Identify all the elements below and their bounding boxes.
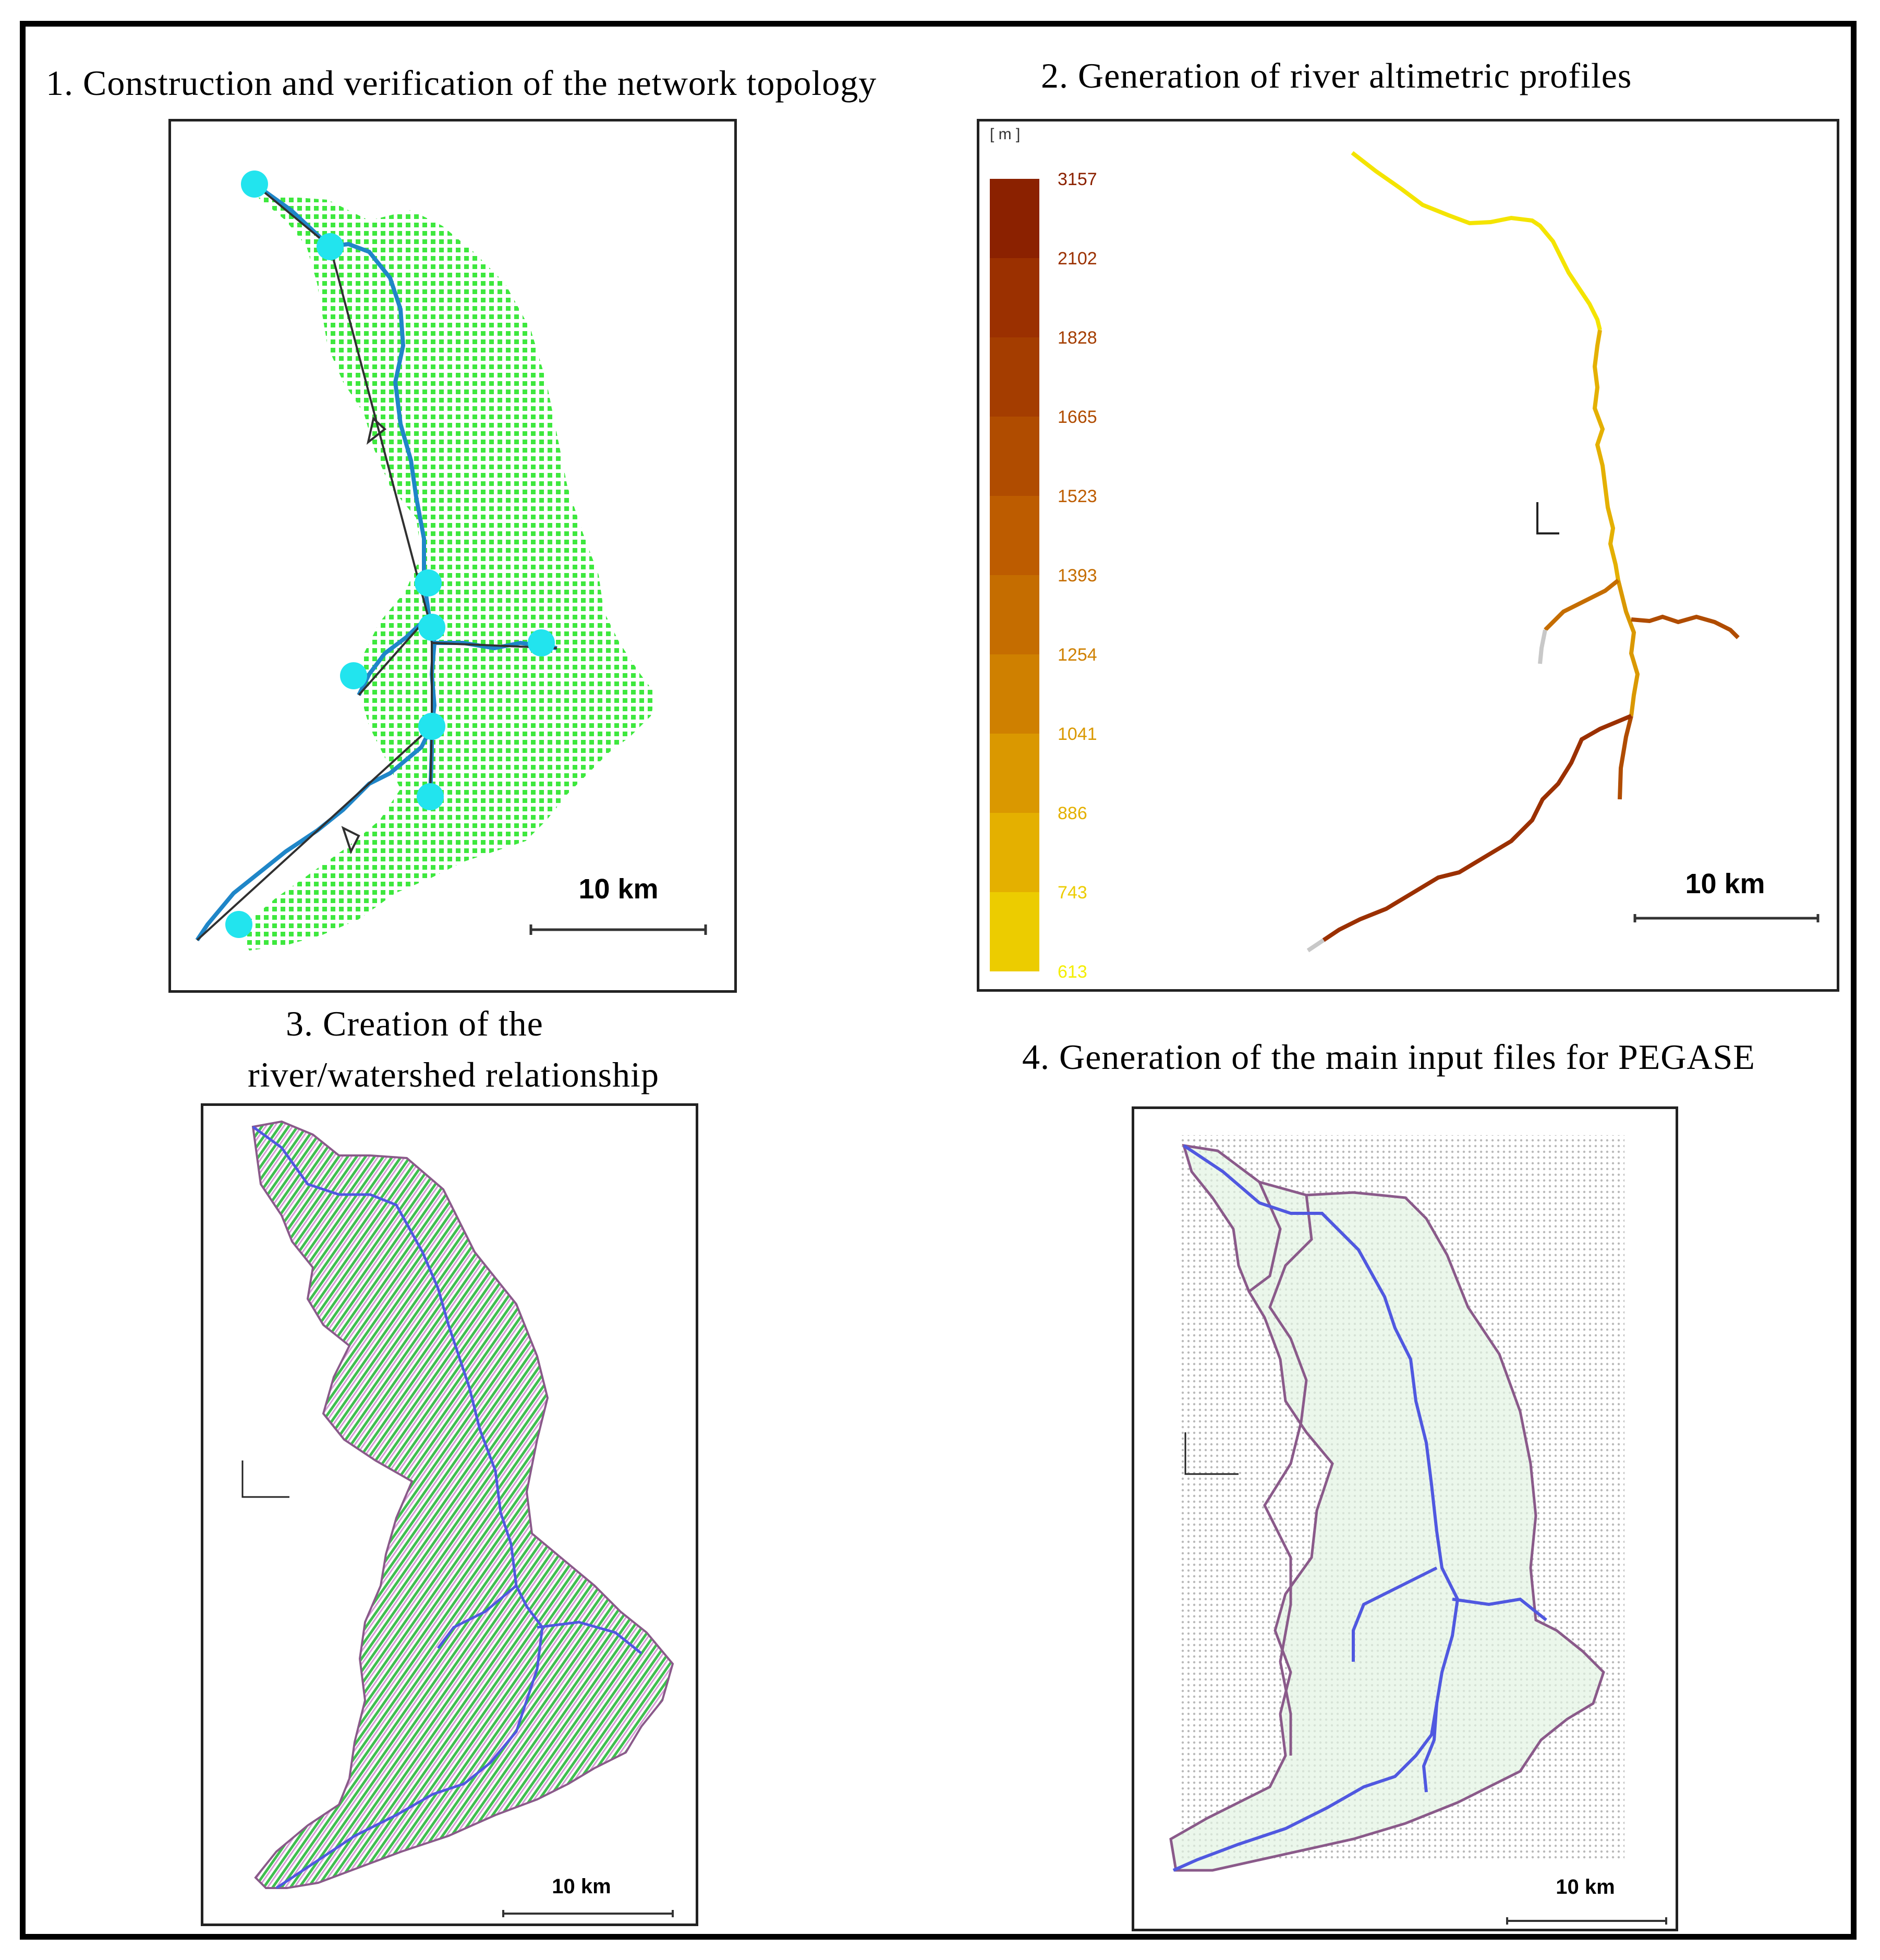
watershed-area — [251, 1120, 674, 1889]
legend-label: 1041 — [1058, 724, 1097, 744]
panel-3-scale-bar — [502, 1910, 674, 1917]
river-profile-middle — [1592, 330, 1620, 581]
panel-2-svg: 3157 2102 1828 1665 1523 1393 1254 1041 886 743 61… — [990, 151, 1820, 982]
panel-2-scale-label: 10 km — [1685, 868, 1765, 899]
panel-4-title: 4. Generation of the main input files fo… — [1022, 1037, 1755, 1077]
north-arrow-axes — [1536, 502, 1559, 534]
legend-label: 1665 — [1058, 407, 1097, 427]
watershed-fill — [1169, 1143, 1605, 1872]
panel-3-title-line2: river/watershed relationship — [248, 1055, 659, 1094]
panel-4-scale-label: 10 km — [1556, 1876, 1615, 1898]
legend-swatch — [990, 734, 1039, 813]
panel-1-svg: 10 km — [195, 171, 707, 951]
legend-swatch — [990, 179, 1039, 258]
legend-swatch — [990, 258, 1039, 337]
legend-label: 1523 — [1058, 486, 1097, 506]
legend-swatch — [990, 892, 1039, 971]
main-river — [252, 1125, 544, 1890]
legend-unit: [ m ] — [990, 126, 1021, 143]
outlet-tip — [1306, 938, 1325, 953]
north-arrow-axes — [241, 1460, 289, 1498]
legend-label: 2102 — [1058, 249, 1097, 269]
north-arrow-axes — [1184, 1432, 1239, 1475]
legend-label: 613 — [1058, 962, 1087, 982]
panel-4-svg: 10 km — [1169, 1135, 1667, 1925]
node-3 — [418, 614, 445, 641]
legend-label: 886 — [1058, 804, 1087, 823]
legend-label: 1393 — [1058, 566, 1097, 586]
catchment-grid-cells — [239, 194, 656, 951]
west-tributary-profile — [1544, 578, 1620, 631]
west-tributary — [1352, 1566, 1438, 1662]
south-tributary-profile — [1618, 715, 1633, 800]
elevation-legend — [990, 179, 1039, 971]
legend-swatch — [990, 337, 1039, 417]
network-nodes — [225, 171, 555, 938]
panel-1-scale-label: 10 km — [578, 873, 658, 905]
flow-direction-arrow-2 — [341, 826, 360, 855]
node-south — [417, 783, 444, 810]
legend-swatch — [990, 813, 1039, 892]
node-2 — [415, 569, 442, 596]
node-4 — [418, 713, 445, 740]
river-profile-upper — [1351, 151, 1602, 331]
node-east — [528, 629, 555, 656]
east-tributary — [537, 1621, 642, 1654]
panel-1-network-topology-map: 10 km — [168, 119, 737, 993]
panel-2-altimetric-profile-map: [ m ] 3157 2102 1828 1665 1523 1393 1254 1041 88… — [977, 119, 1839, 992]
legend-label: 1254 — [1058, 645, 1097, 665]
panel-1-title: 1. Construction and verification of the … — [46, 63, 877, 103]
legend-label: 3157 — [1058, 169, 1097, 189]
legend-swatch — [990, 654, 1039, 734]
panel-3-svg: 10 km — [241, 1120, 674, 1917]
river-profile-downstream — [1322, 714, 1632, 942]
panel-3-river-watershed-map: 10 km — [201, 1103, 698, 1926]
river-profile-lower — [1616, 580, 1640, 716]
node-headwater — [241, 171, 268, 198]
west-tributary-tip — [1538, 629, 1547, 664]
panel-4-scale-bar — [1506, 1917, 1667, 1925]
legend-swatch — [990, 417, 1039, 496]
legend-label: 1828 — [1058, 328, 1097, 348]
main-river — [1172, 1144, 1460, 1872]
panel-1-scale-bar — [529, 924, 707, 935]
legend-label: 743 — [1058, 883, 1087, 903]
elevation-legend-labels: 3157 2102 1828 1665 1523 1393 1254 1041 886 743 61… — [1058, 169, 1097, 982]
panel-3-scale-label: 10 km — [552, 1875, 611, 1898]
node-outlet — [225, 911, 252, 938]
south-tributary — [1422, 1703, 1438, 1793]
panel-3-title-line1: 3. Creation of the — [286, 1004, 543, 1043]
legend-swatch — [990, 575, 1039, 654]
legend-swatch — [990, 496, 1039, 575]
panel-2-scale-bar — [1633, 914, 1820, 922]
east-tributary-profile — [1631, 614, 1740, 639]
panel-4-pegase-input-map: 10 km — [1132, 1106, 1678, 1931]
node-west — [340, 662, 367, 689]
panel-2-title: 2. Generation of river altimetric profil… — [1041, 56, 1632, 95]
flow-direction-arrow-1 — [366, 417, 387, 445]
node-1 — [317, 233, 344, 260]
west-tributary — [437, 1585, 517, 1649]
east-tributary — [1452, 1597, 1547, 1622]
